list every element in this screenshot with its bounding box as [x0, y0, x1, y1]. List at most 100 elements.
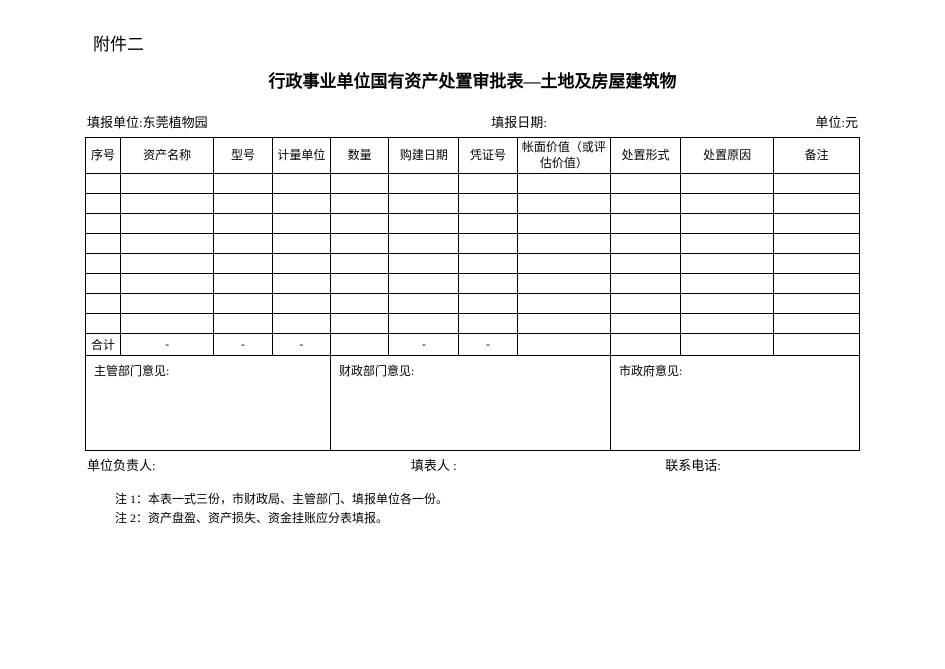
table-cell: [459, 274, 517, 294]
table-cell: [272, 314, 330, 334]
table-cell: [214, 174, 272, 194]
total-remark: [774, 334, 860, 356]
table-cell: [121, 214, 214, 234]
total-unit: -: [272, 334, 330, 356]
attachment-label: 附件二: [93, 30, 860, 55]
table-cell: [681, 234, 774, 254]
total-value: [517, 334, 610, 356]
table-cell: [272, 214, 330, 234]
table-cell: [121, 254, 214, 274]
table-row: [86, 294, 860, 314]
table-cell: [459, 254, 517, 274]
table-cell: [389, 214, 459, 234]
table-cell: [86, 314, 121, 334]
table-cell: [774, 174, 860, 194]
col-reason: 处置原因: [681, 138, 774, 174]
table-cell: [86, 274, 121, 294]
opinion-dept: 主管部门意见:: [86, 356, 331, 451]
table-cell: [517, 254, 610, 274]
approval-table: 序号 资产名称 型号 计量单位 数量 购建日期 凭证号 帐面价值（或评估价值） …: [85, 137, 860, 451]
table-cell: [272, 194, 330, 214]
col-voucher: 凭证号: [459, 138, 517, 174]
table-cell: [331, 274, 389, 294]
table-cell: [389, 294, 459, 314]
total-qty: [331, 334, 389, 356]
table-row: [86, 194, 860, 214]
note-1: 注 1：本表一式三份，市财政局、主管部门、填报单位各一份。: [115, 490, 860, 509]
table-cell: [774, 254, 860, 274]
table-cell: [214, 294, 272, 314]
table-cell: [681, 174, 774, 194]
table-cell: [331, 254, 389, 274]
table-cell: [121, 234, 214, 254]
notes: 注 1：本表一式三份，市财政局、主管部门、填报单位各一份。 注 2：资产盘盈、资…: [115, 490, 860, 528]
table-cell: [681, 294, 774, 314]
table-cell: [272, 294, 330, 314]
total-name: -: [121, 334, 214, 356]
table-cell: [214, 274, 272, 294]
table-cell: [272, 234, 330, 254]
table-row: [86, 274, 860, 294]
table-cell: [459, 294, 517, 314]
table-cell: [517, 294, 610, 314]
filling-date: 填报日期:: [411, 112, 815, 131]
table-cell: [214, 234, 272, 254]
table-cell: [774, 274, 860, 294]
table-cell: [681, 274, 774, 294]
col-model: 型号: [214, 138, 272, 174]
table-cell: [517, 274, 610, 294]
table-cell: [517, 314, 610, 334]
table-cell: [86, 294, 121, 314]
filling-unit: 填报单位:东莞植物园: [87, 112, 411, 131]
table-cell: [517, 174, 610, 194]
opinion-finance: 财政部门意见:: [331, 356, 611, 451]
table-cell: [459, 234, 517, 254]
col-remark: 备注: [774, 138, 860, 174]
total-model: -: [214, 334, 272, 356]
table-cell: [611, 254, 681, 274]
table-cell: [214, 314, 272, 334]
table-cell: [214, 214, 272, 234]
table-cell: [774, 194, 860, 214]
col-qty: 数量: [331, 138, 389, 174]
opinion-row: 主管部门意见: 财政部门意见: 市政府意见:: [86, 356, 860, 451]
table-cell: [459, 214, 517, 234]
table-cell: [389, 314, 459, 334]
table-cell: [86, 214, 121, 234]
table-cell: [774, 314, 860, 334]
col-seq: 序号: [86, 138, 121, 174]
table-cell: [611, 314, 681, 334]
table-cell: [389, 254, 459, 274]
total-label: 合计: [86, 334, 121, 356]
col-value: 帐面价值（或评估价值）: [517, 138, 610, 174]
table-cell: [611, 214, 681, 234]
table-cell: [517, 214, 610, 234]
table-cell: [272, 274, 330, 294]
total-form: [611, 334, 681, 356]
table-cell: [272, 174, 330, 194]
col-name: 资产名称: [121, 138, 214, 174]
col-unit: 计量单位: [272, 138, 330, 174]
table-cell: [774, 234, 860, 254]
table-cell: [459, 314, 517, 334]
table-cell: [389, 274, 459, 294]
table-cell: [611, 274, 681, 294]
col-date: 购建日期: [389, 138, 459, 174]
table-cell: [86, 254, 121, 274]
form-filler: 填表人 :: [411, 455, 665, 474]
table-cell: [331, 294, 389, 314]
table-cell: [681, 314, 774, 334]
total-row: 合计 - - - - -: [86, 334, 860, 356]
table-cell: [517, 234, 610, 254]
table-cell: [389, 194, 459, 214]
total-reason: [681, 334, 774, 356]
table-cell: [459, 194, 517, 214]
table-row: [86, 234, 860, 254]
table-cell: [121, 174, 214, 194]
table-row: [86, 214, 860, 234]
table-cell: [681, 194, 774, 214]
table-cell: [774, 214, 860, 234]
table-cell: [121, 314, 214, 334]
total-date: -: [389, 334, 459, 356]
table-cell: [459, 174, 517, 194]
